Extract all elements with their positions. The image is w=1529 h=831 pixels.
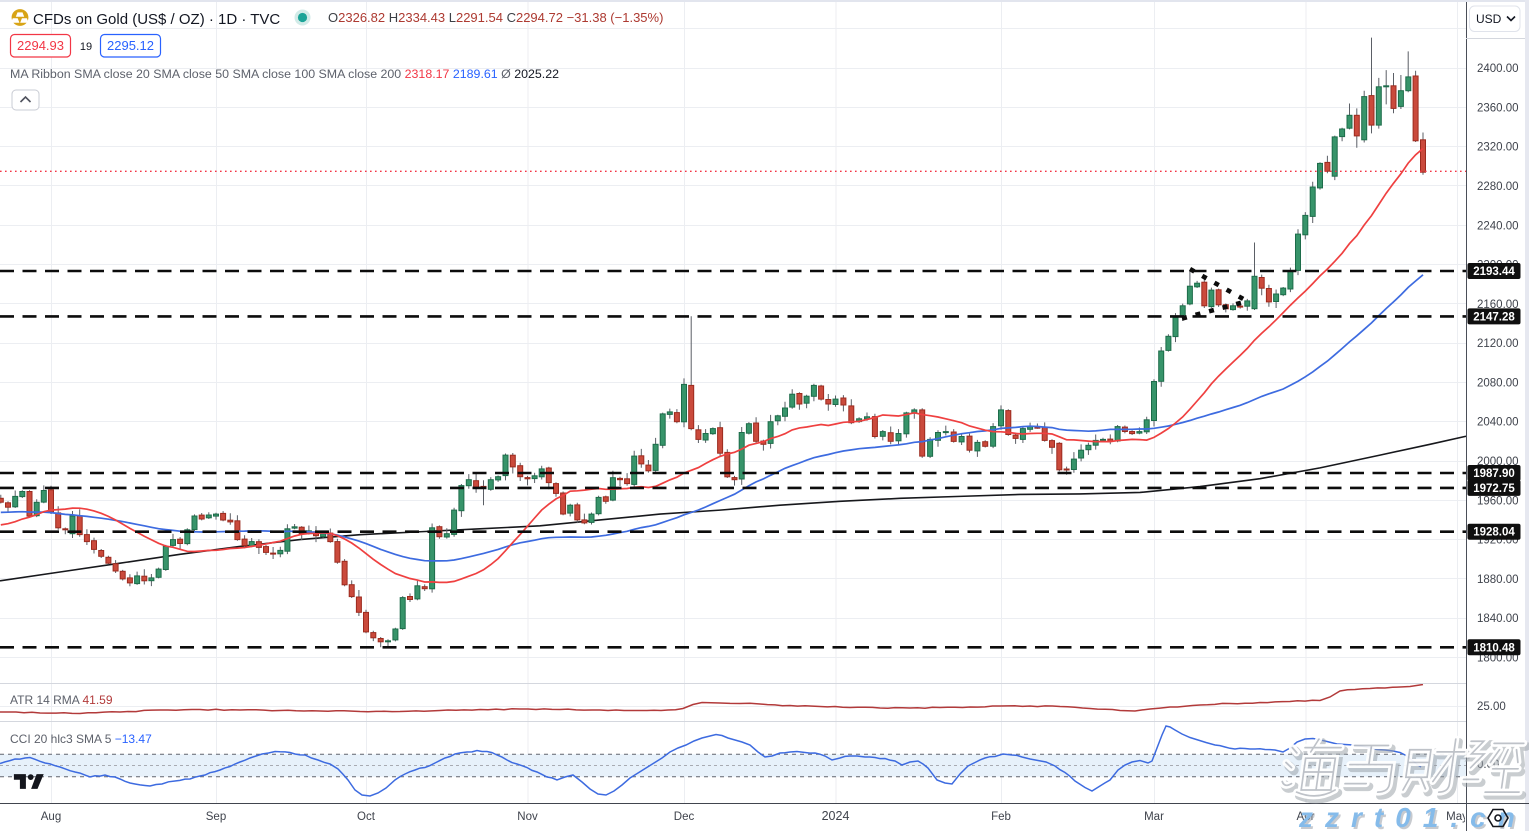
svg-text:CCI 20 hlc3 SMA 5 −13.47: CCI 20 hlc3 SMA 5 −13.47 <box>10 732 152 746</box>
svg-text:1800.00: 1800.00 <box>1477 653 1519 665</box>
svg-text:Apr: Apr <box>1297 811 1315 823</box>
svg-text:MA Ribbon SMA close 20 SMA clo: MA Ribbon SMA close 20 SMA close 50 SMA … <box>10 67 559 81</box>
svg-text:2120.00: 2120.00 <box>1477 338 1519 350</box>
svg-text:1928.04: 1928.04 <box>1473 527 1515 539</box>
svg-text:O2326.82 H2334.43 L2291.54 C22: O2326.82 H2334.43 L2291.54 C2294.72 −31.… <box>328 10 663 25</box>
svg-text:1880.00: 1880.00 <box>1477 574 1519 586</box>
svg-text:USD: USD <box>1476 12 1502 26</box>
svg-text:2280.00: 2280.00 <box>1477 181 1519 193</box>
svg-text:2147.28: 2147.28 <box>1473 311 1515 323</box>
svg-text:Nov: Nov <box>517 811 538 823</box>
svg-text:1987.90: 1987.90 <box>1473 468 1515 480</box>
svg-text:2160.00: 2160.00 <box>1477 299 1519 311</box>
svg-text:2240.00: 2240.00 <box>1477 220 1519 232</box>
svg-text:1960.00: 1960.00 <box>1477 495 1519 507</box>
svg-text:Dec: Dec <box>674 811 695 823</box>
svg-text:19: 19 <box>80 41 92 53</box>
svg-text:2040.00: 2040.00 <box>1477 417 1519 429</box>
svg-text:2295.12: 2295.12 <box>107 38 154 53</box>
svg-text:Feb: Feb <box>991 811 1011 823</box>
svg-text:2360.00: 2360.00 <box>1477 102 1519 114</box>
svg-text:2080.00: 2080.00 <box>1477 377 1519 389</box>
svg-text:1810.48: 1810.48 <box>1473 642 1515 654</box>
svg-text:2400.00: 2400.00 <box>1477 63 1519 75</box>
svg-text:Sep: Sep <box>206 811 226 823</box>
svg-text:1972.75: 1972.75 <box>1473 483 1515 495</box>
svg-text:2294.93: 2294.93 <box>17 38 64 53</box>
svg-text:ATR 14 RMA 41.59: ATR 14 RMA 41.59 <box>10 693 113 707</box>
svg-text:1840.00: 1840.00 <box>1477 613 1519 625</box>
svg-text:zzrt01.cn: zzrt01.cn <box>1298 802 1527 831</box>
svg-text:2193.44: 2193.44 <box>1473 266 1515 278</box>
svg-text:Mar: Mar <box>1144 811 1164 823</box>
svg-text:Oct: Oct <box>357 811 376 823</box>
svg-text:Aug: Aug <box>41 811 61 823</box>
svg-text:2320.00: 2320.00 <box>1477 142 1519 154</box>
svg-text:CFDs on Gold (US$ / OZ) · 1D ·: CFDs on Gold (US$ / OZ) · 1D · TVC <box>33 11 280 28</box>
svg-text:2024: 2024 <box>822 809 850 823</box>
svg-text:May: May <box>1446 811 1468 823</box>
svg-text:zzrt01.cn: zzrt01.cn <box>1300 804 1529 831</box>
svg-text:25.00: 25.00 <box>1477 701 1506 713</box>
